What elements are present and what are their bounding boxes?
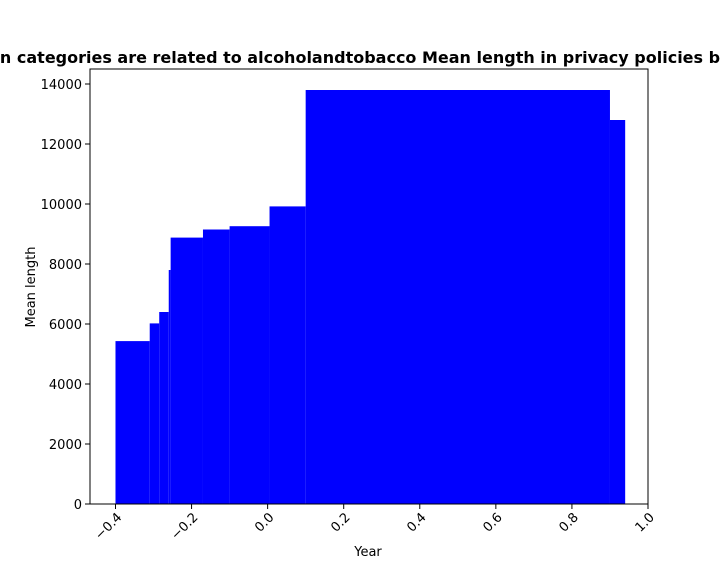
x-tick-label: −0.2 xyxy=(168,510,201,543)
bar-7 xyxy=(269,206,306,504)
y-tick-label: 12000 xyxy=(41,138,82,153)
bar-6 xyxy=(229,226,270,504)
x-tick-label: 1.0 xyxy=(633,510,658,535)
x-ticks-group: −0.4 −0.2 0.0 0.2 0.4 0.6 0.8 1.0 xyxy=(92,504,658,543)
y-tick-label: 0 xyxy=(74,498,82,513)
x-tick-label: −0.4 xyxy=(92,510,125,543)
y-tick-label: 4000 xyxy=(49,378,82,393)
y-tick-label: 10000 xyxy=(41,198,82,213)
x-tick-label: 0.2 xyxy=(328,510,353,535)
bars-group xyxy=(115,90,626,504)
plot-frame xyxy=(89,68,649,505)
y-tick-label: 8000 xyxy=(49,258,82,273)
x-axis-label: Year xyxy=(353,545,382,560)
bar-1 xyxy=(149,323,160,504)
bar-5 xyxy=(202,229,230,504)
chart-title: n categories are related to alcoholandto… xyxy=(0,48,720,67)
x-tick-label: 0.4 xyxy=(404,510,429,535)
y-tick-label: 2000 xyxy=(49,438,82,453)
y-ticks-group: 0 2000 4000 6000 8000 10000 12000 14000 xyxy=(41,78,90,513)
bar-3 xyxy=(168,270,171,504)
bar-2 xyxy=(159,312,169,504)
x-tick-label: 0.6 xyxy=(480,510,505,535)
bar-0 xyxy=(115,341,150,504)
y-tick-label: 6000 xyxy=(49,318,82,333)
bar-8 xyxy=(305,90,610,504)
x-tick-label: 0.0 xyxy=(252,510,277,535)
y-tick-label: 14000 xyxy=(41,78,82,93)
bar-4 xyxy=(170,237,203,504)
y-axis-label: Mean length xyxy=(24,247,39,328)
bar-9 xyxy=(609,120,626,504)
x-tick-label: 0.8 xyxy=(557,510,582,535)
